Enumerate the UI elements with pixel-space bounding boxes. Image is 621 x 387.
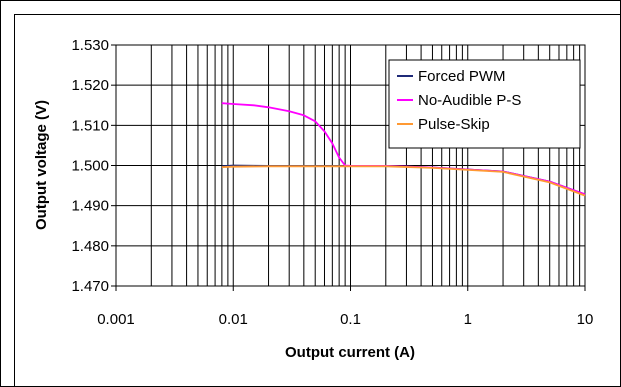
legend-box xyxy=(388,59,581,149)
series-line xyxy=(221,164,586,196)
legend: Forced PWM No-Audible P-S Pulse-Skip xyxy=(388,59,581,149)
y-tick-label: 1.510 xyxy=(71,117,109,134)
x-tick-label: 0.01 xyxy=(219,311,248,328)
x-axis-title: Output current (A) xyxy=(285,344,415,361)
y-tick-label: 1.480 xyxy=(71,238,109,255)
x-tick-label: 0.001 xyxy=(97,311,135,328)
x-axis-ticks: 0.001 0.01 0.1 1 10 xyxy=(97,286,593,328)
y-tick-label: 1.490 xyxy=(71,198,109,215)
x-tick-label: 10 xyxy=(577,311,594,328)
y-tick-label: 1.470 xyxy=(71,278,109,295)
y-tick-label: 1.530 xyxy=(71,37,109,54)
series-lines xyxy=(221,102,586,197)
legend-label: No-Audible P-S xyxy=(418,92,521,109)
y-axis-ticks: 1.470 1.480 1.490 1.500 1.510 1.520 1.530 xyxy=(71,37,116,295)
y-tick-label: 1.500 xyxy=(71,158,109,175)
legend-label: Forced PWM xyxy=(418,68,506,85)
series-line xyxy=(221,165,586,197)
y-tick-label: 1.520 xyxy=(71,77,109,94)
chart-inner-frame xyxy=(14,14,621,387)
x-tick-label: 1 xyxy=(464,311,472,328)
y-axis-title: Output voltage (V) xyxy=(33,100,50,230)
x-tick-label: 0.1 xyxy=(340,311,361,328)
legend-label: Pulse-Skip xyxy=(418,116,490,133)
